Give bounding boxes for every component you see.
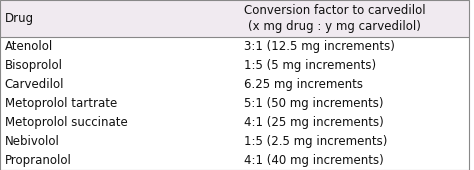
Text: Nebivolol: Nebivolol xyxy=(5,135,60,148)
FancyBboxPatch shape xyxy=(0,37,469,56)
FancyBboxPatch shape xyxy=(0,56,469,75)
Text: Atenolol: Atenolol xyxy=(5,40,53,53)
FancyBboxPatch shape xyxy=(0,94,469,113)
FancyBboxPatch shape xyxy=(0,0,469,37)
Text: 4:1 (25 mg increments): 4:1 (25 mg increments) xyxy=(244,116,383,129)
Text: 3:1 (12.5 mg increments): 3:1 (12.5 mg increments) xyxy=(244,40,394,53)
Text: 5:1 (50 mg increments): 5:1 (50 mg increments) xyxy=(244,97,383,110)
Text: Metoprolol tartrate: Metoprolol tartrate xyxy=(5,97,117,110)
Text: Bisoprolol: Bisoprolol xyxy=(5,59,63,72)
FancyBboxPatch shape xyxy=(0,132,469,151)
Text: 6.25 mg increments: 6.25 mg increments xyxy=(244,78,363,91)
Text: 1:5 (2.5 mg increments): 1:5 (2.5 mg increments) xyxy=(244,135,387,148)
Text: Conversion factor to carvedilol
(x mg drug : y mg carvedilol): Conversion factor to carvedilol (x mg dr… xyxy=(244,4,425,33)
FancyBboxPatch shape xyxy=(0,113,469,132)
Text: Propranolol: Propranolol xyxy=(5,154,72,167)
FancyBboxPatch shape xyxy=(0,151,469,170)
FancyBboxPatch shape xyxy=(0,75,469,94)
Text: Carvedilol: Carvedilol xyxy=(5,78,64,91)
Text: Metoprolol succinate: Metoprolol succinate xyxy=(5,116,128,129)
Text: 4:1 (40 mg increments): 4:1 (40 mg increments) xyxy=(244,154,383,167)
Text: Drug: Drug xyxy=(5,12,34,25)
Text: 1:5 (5 mg increments): 1:5 (5 mg increments) xyxy=(244,59,376,72)
